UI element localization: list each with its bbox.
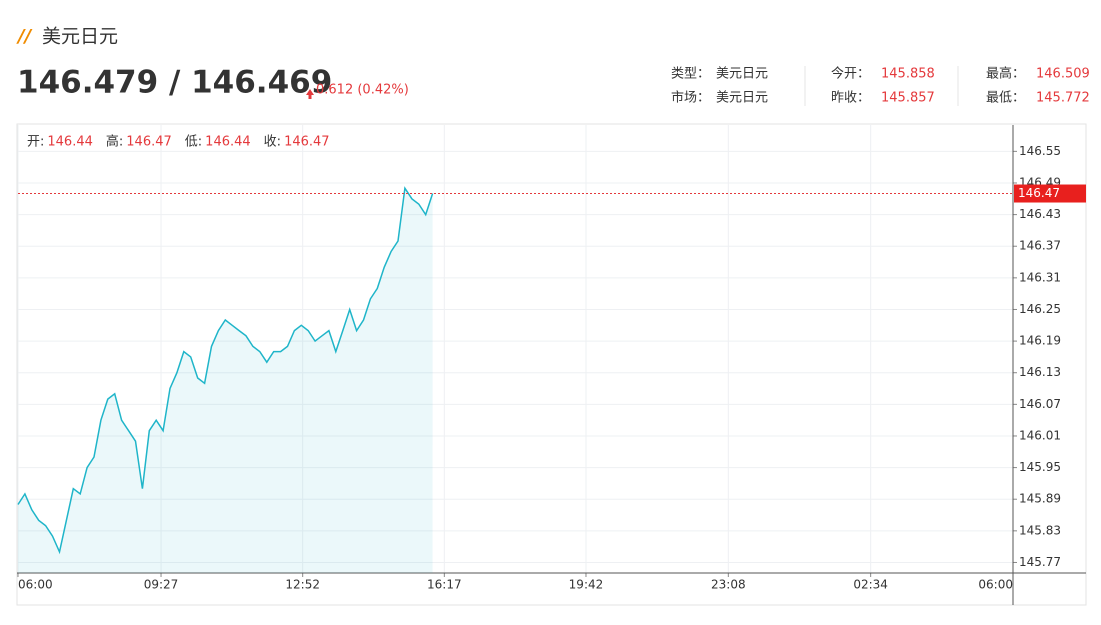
x-tick-label: 23:08 (711, 578, 746, 592)
quote-label: 昨收： (831, 91, 870, 106)
y-tick-label: 145.83 (1019, 523, 1061, 537)
chart-frame (16, 123, 1087, 606)
quote-label: 今开： (831, 66, 870, 82)
ohlc-value: 146.44 (205, 135, 251, 150)
y-tick-label: 146.07 (1019, 397, 1061, 411)
quote-value: 美元日元 (716, 91, 768, 106)
ohlc-label: 收: (264, 135, 281, 150)
x-tick-label: 06:00 (18, 578, 53, 592)
quote-value: 145.857 (881, 91, 935, 106)
x-tick-label: 09:27 (144, 578, 179, 592)
y-tick-label: 146.13 (1019, 365, 1061, 379)
y-tick-label: 145.89 (1019, 492, 1061, 506)
ohlc-label: 低: (185, 135, 202, 150)
x-tick-label: 06:00 (978, 578, 1013, 592)
ohlc-value: 146.44 (47, 135, 93, 150)
up-arrow (306, 89, 314, 99)
quote-value: 145.858 (881, 67, 935, 82)
y-tick-label: 146.37 (1019, 239, 1061, 253)
quote-value: 145.772 (1036, 91, 1090, 106)
price-line (17, 186, 434, 555)
quote-label: 类型： (671, 67, 710, 82)
x-tick-label: 19:42 (569, 578, 604, 592)
ohlc-label: 高: (106, 134, 123, 150)
ohlc-value: 146.47 (284, 135, 330, 150)
ohlc-value: 146.47 (126, 135, 172, 150)
y-tick-label: 146.55 (1019, 144, 1061, 158)
quote-value: 146.509 (1036, 67, 1090, 82)
change: 0.612 (0.42%) (316, 83, 409, 98)
x-tick-label: 02:34 (853, 578, 888, 592)
title: 美元日元 (42, 26, 118, 48)
logo-mark: // (16, 26, 33, 47)
ohlc-label: 开: (27, 135, 44, 150)
y-tick-label: 145.77 (1019, 555, 1061, 569)
last-price-badge (1014, 184, 1086, 203)
price: 146.479 / 146.469 (17, 65, 332, 101)
quote-label: 最低： (986, 91, 1025, 106)
x-tick-label: 12:52 (285, 578, 320, 592)
quote-value: 美元日元 (716, 67, 768, 82)
y-tick-label: 146.01 (1019, 428, 1061, 442)
y-tick-label: 146.19 (1019, 334, 1061, 348)
area (18, 188, 433, 573)
y-tick-label: 146.43 (1019, 207, 1061, 221)
last-price-label: 146.47 (1018, 186, 1060, 200)
y-tick-label: 145.95 (1019, 460, 1061, 474)
y-tick-label: 146.31 (1019, 270, 1061, 284)
quote-label: 市场： (671, 90, 710, 106)
x-tick-label: 16:17 (427, 578, 462, 592)
y-tick-label: 146.25 (1019, 302, 1061, 316)
quote-label: 最高： (986, 66, 1025, 82)
